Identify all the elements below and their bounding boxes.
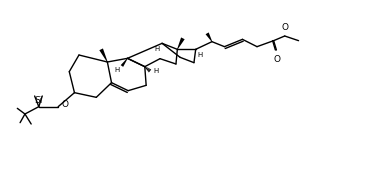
Text: O: O — [281, 23, 288, 32]
Text: H: H — [115, 67, 120, 73]
Text: O: O — [274, 55, 281, 64]
Text: Si: Si — [35, 96, 43, 105]
Text: O: O — [61, 100, 68, 109]
Polygon shape — [177, 37, 185, 49]
Polygon shape — [121, 58, 128, 67]
Polygon shape — [206, 32, 212, 42]
Polygon shape — [99, 48, 108, 62]
Text: H: H — [198, 52, 203, 58]
Text: H: H — [154, 46, 159, 52]
Text: H: H — [154, 68, 159, 74]
